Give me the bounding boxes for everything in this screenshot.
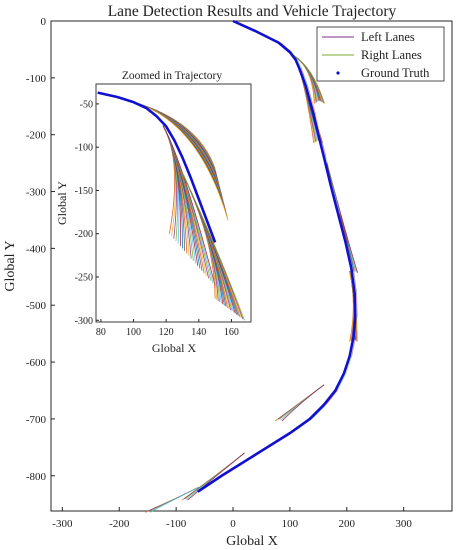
- lane-line: [304, 76, 309, 87]
- legend-label-right-lanes: Right Lanes: [361, 48, 422, 62]
- inset-x-axis-ticks: 80 100 120 140 160: [96, 319, 239, 338]
- lane-line: [311, 404, 327, 420]
- inset-chart: Zoomed in Trajectory 80 100 120 140 160 -50-…: [55, 70, 252, 355]
- inset-lane-line: [162, 125, 216, 286]
- chart-title: Lane Detection Results and Vehicle Traje…: [108, 3, 397, 20]
- lane-line: [315, 114, 321, 135]
- inset-x-tick-label: 140: [191, 327, 206, 338]
- legend-label-left-lanes: Left Lanes: [361, 30, 415, 44]
- inset-y-tick-label: -100: [75, 143, 93, 154]
- y-tick-label: -100: [26, 73, 47, 85]
- inset-y-axis-ticks: -50 -100 -150 -200 -250 -300: [75, 99, 99, 327]
- inset-ground-truth-line: [97, 91, 217, 243]
- y-axis-label: Global Y: [3, 240, 18, 291]
- y-tick-label: -200: [26, 130, 47, 142]
- inset-y-tick-label: -50: [80, 99, 93, 110]
- inset-plot-area: [95, 83, 252, 323]
- x-tick-label: -300: [52, 518, 73, 530]
- lane-line: [353, 268, 358, 294]
- lane-line: [300, 67, 305, 77]
- x-axis-label: Global X: [226, 534, 278, 549]
- lane-line: [339, 214, 348, 243]
- lane-line: [332, 185, 341, 215]
- lane-line: [351, 336, 356, 357]
- y-tick-label: -500: [26, 300, 47, 312]
- x-tick-label: 300: [395, 518, 412, 530]
- lane-line: [281, 384, 325, 422]
- inset-x-tick-label: 80: [96, 327, 106, 338]
- legend-label-ground-truth: Ground Truth: [361, 66, 430, 80]
- inset-y-axis-label: Global Y: [55, 181, 69, 225]
- lane-line: [325, 157, 334, 186]
- lane-line: [291, 52, 298, 60]
- x-axis-ticks: -300 -200 -100 0 100 200 300: [52, 507, 412, 530]
- inset-y-tick-label: -250: [75, 272, 93, 283]
- lane-line: [187, 452, 245, 501]
- y-tick-label: -600: [26, 357, 47, 369]
- y-tick-label: -300: [26, 187, 47, 199]
- lane-line: [307, 86, 313, 101]
- inset-y-tick-label: -200: [75, 229, 93, 240]
- x-tick-label: 200: [339, 518, 356, 530]
- y-axis-ticks: 0 -100 -200 -300 -400 -500 -600 -700 -800: [26, 16, 55, 483]
- inset-x-tick-label: 120: [159, 327, 174, 338]
- ground-truth-line: [197, 19, 357, 493]
- legend: Left Lanes Right Lanes Ground Truth: [316, 26, 445, 82]
- y-tick-label: 0: [41, 16, 47, 28]
- lane-line: [311, 100, 317, 115]
- lane-line: [345, 356, 352, 374]
- lane-line: [320, 134, 327, 158]
- y-tick-label: -800: [26, 471, 47, 483]
- inset-y-tick-label: -300: [75, 316, 93, 327]
- lane-lines-inset: [133, 101, 245, 321]
- lane-line: [347, 242, 354, 269]
- lane-line: [297, 59, 302, 68]
- x-tick-label: 0: [230, 518, 236, 530]
- y-tick-label: -400: [26, 243, 47, 255]
- lane-line: [337, 373, 347, 391]
- y-tick-label: -700: [26, 414, 47, 426]
- inset-x-tick-label: 100: [126, 327, 141, 338]
- inset-y-tick-label: -150: [75, 186, 93, 197]
- lane-line: [356, 293, 358, 317]
- x-tick-label: -200: [109, 518, 130, 530]
- inset-title: Zoomed in Trajectory: [122, 70, 223, 82]
- inset-lane-line: [182, 172, 245, 321]
- x-tick-label: -100: [166, 518, 187, 530]
- x-tick-label: 100: [282, 518, 299, 530]
- inset-x-tick-label: 160: [224, 327, 239, 338]
- lane-line: [355, 316, 358, 337]
- legend-swatch-ground-truth: [336, 71, 340, 75]
- inset-x-axis-label: Global X: [152, 341, 197, 355]
- lane-line: [149, 486, 200, 513]
- lane-line: [325, 390, 338, 405]
